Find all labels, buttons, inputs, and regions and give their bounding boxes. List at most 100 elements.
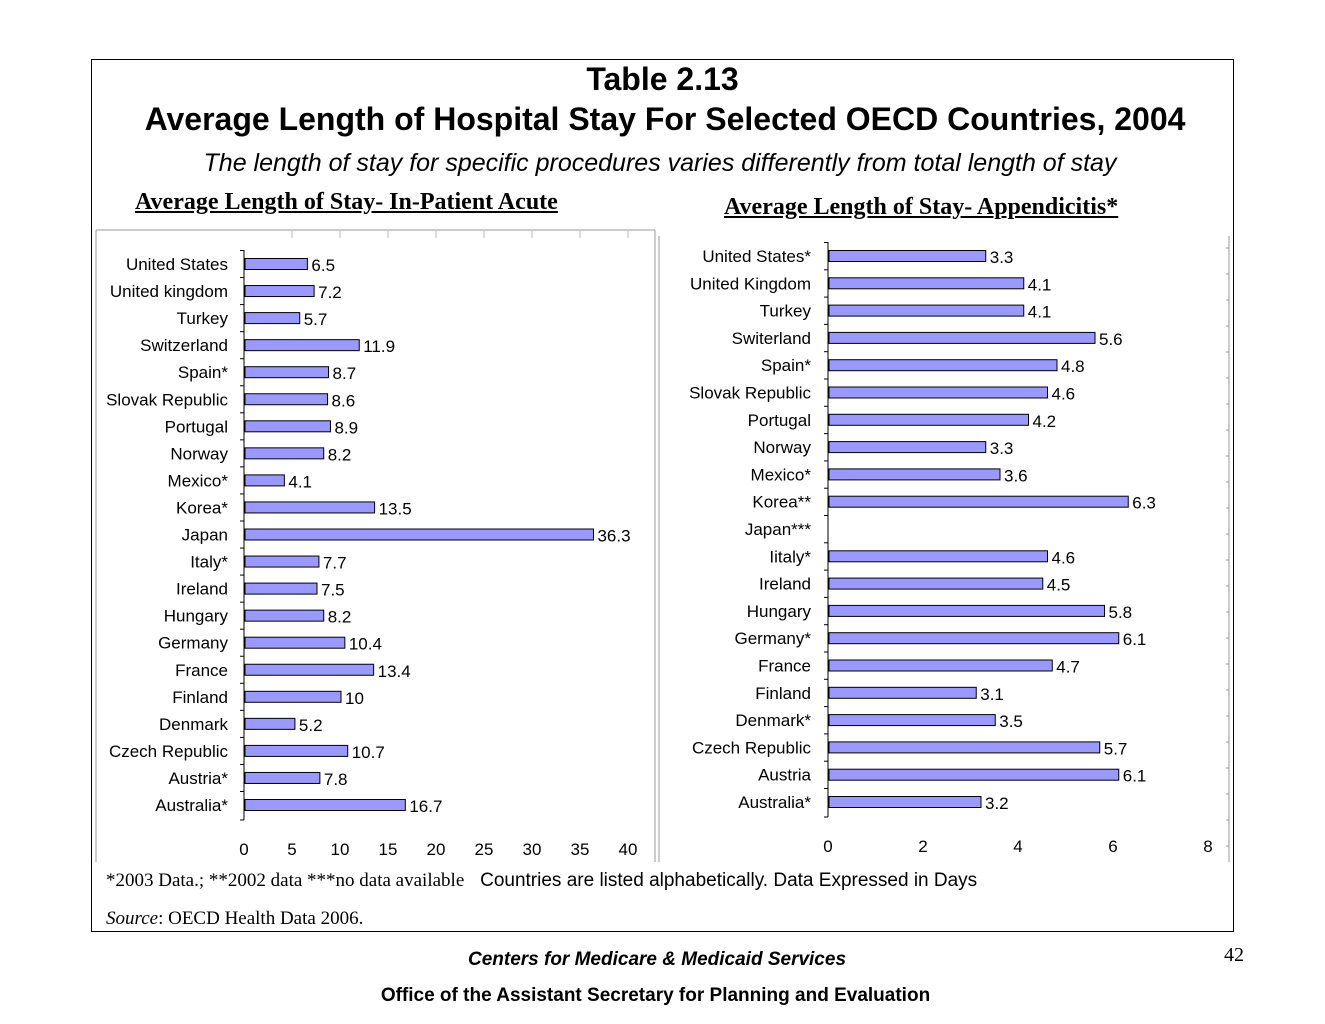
left-x-tick-label: 35 xyxy=(571,840,590,859)
left-chart-title: Average Length of Stay- In-Patient Acute xyxy=(135,189,558,215)
right-category-label: Turkey xyxy=(760,302,812,321)
right-bar xyxy=(828,331,1096,344)
left-category-label: Hungary xyxy=(164,607,229,626)
right-bar xyxy=(828,359,1058,372)
left-bar-value-label: 7.8 xyxy=(324,770,348,789)
right-category-label: Korea** xyxy=(752,493,811,512)
left-bar-value-label: 7.5 xyxy=(321,581,345,600)
page-title: Average Length of Hospital Stay For Sele… xyxy=(144,101,1186,137)
left-category-label: Ireland xyxy=(176,580,228,599)
right-x-tick-label: 0 xyxy=(823,837,832,856)
left-category-label: Denmark xyxy=(159,715,228,734)
right-bar xyxy=(828,386,1048,399)
left-bar xyxy=(244,420,331,433)
left-bar xyxy=(244,771,321,784)
left-category-label: Australia* xyxy=(155,796,228,815)
left-category-label: Spain* xyxy=(178,363,228,382)
right-bar xyxy=(828,741,1101,754)
left-category-label: Japan xyxy=(182,526,228,545)
left-category-label: Czech Republic xyxy=(109,742,229,761)
data-footnotes: *2003 Data.; **2002 data ***no data avai… xyxy=(106,870,465,891)
left-bar xyxy=(244,744,349,757)
right-bar-value-label: 3.6 xyxy=(1004,466,1028,485)
left-category-label: Germany xyxy=(158,634,228,653)
left-bar-value-label: 8.2 xyxy=(328,445,352,464)
left-bar xyxy=(244,474,285,487)
left-bar xyxy=(244,258,308,270)
left-bar-value-label: 10 xyxy=(345,689,364,708)
left-category-label: Italy* xyxy=(190,553,228,572)
left-bar-value-label: 5.7 xyxy=(304,310,328,329)
left-x-tick-label: 20 xyxy=(427,840,446,859)
left-category-label: Austria* xyxy=(168,769,228,788)
left-x-tick-label: 0 xyxy=(239,840,248,859)
right-bar-value-label: 4.6 xyxy=(1052,548,1076,567)
right-category-label: Finland xyxy=(755,684,811,703)
left-bar-value-label: 10.7 xyxy=(352,743,385,762)
left-category-label: Switzerland xyxy=(140,336,228,355)
right-bar xyxy=(828,304,1025,317)
right-category-label: United States* xyxy=(702,247,811,266)
left-bar-value-label: 16.7 xyxy=(409,797,442,816)
right-category-label: Mexico* xyxy=(751,465,812,484)
right-bar xyxy=(828,604,1105,617)
right-bar xyxy=(828,413,1029,426)
page-number: 42 xyxy=(1224,944,1244,966)
left-category-label: Norway xyxy=(170,444,228,463)
left-bar xyxy=(244,717,296,730)
right-bar-value-label: 4.1 xyxy=(1028,303,1052,322)
left-category-label: Korea* xyxy=(176,498,228,517)
left-bar xyxy=(244,339,360,352)
right-bar xyxy=(828,550,1048,563)
right-bar-value-label: 3.2 xyxy=(985,794,1009,813)
left-x-tick-label: 15 xyxy=(379,840,398,859)
left-bar-value-label: 36.3 xyxy=(597,527,630,546)
right-bar xyxy=(828,468,1001,481)
right-bar xyxy=(828,768,1120,781)
right-bar xyxy=(828,441,987,454)
left-bar xyxy=(244,312,301,325)
footer-agency: Centers for Medicare & Medicaid Services xyxy=(467,949,847,970)
right-bar-value-label: 6.1 xyxy=(1123,630,1147,649)
right-category-label: Slovak Republic xyxy=(689,384,811,403)
right-category-label: Czech Republic xyxy=(692,738,812,757)
right-bar-value-label: 6.1 xyxy=(1123,767,1147,786)
right-bar xyxy=(828,277,1025,290)
right-chart-title: Average Length of Stay- Appendicitis* xyxy=(724,194,1119,220)
listing-note: Countries are listed alphabetically. Dat… xyxy=(480,870,978,891)
left-bar-value-label: 7.7 xyxy=(323,554,347,573)
left-x-tick-label: 10 xyxy=(331,840,350,859)
right-category-label: Japan*** xyxy=(745,520,812,539)
right-bar xyxy=(828,577,1044,590)
right-x-tick-label: 6 xyxy=(1108,837,1117,856)
left-bar-value-label: 13.5 xyxy=(379,499,412,518)
right-bar-value-label: 4.8 xyxy=(1061,357,1085,376)
left-bar-value-label: 8.2 xyxy=(328,608,352,627)
right-category-label: Ireland xyxy=(759,575,811,594)
source-text: : OECD Health Data 2006. xyxy=(158,908,364,929)
right-category-label: Portugal xyxy=(748,411,811,430)
right-category-label: Iitaly* xyxy=(769,547,811,566)
left-bar-value-label: 5.2 xyxy=(299,716,323,735)
left-bar xyxy=(244,447,325,460)
right-x-tick-label: 4 xyxy=(1013,837,1022,856)
right-bar-value-label: 3.5 xyxy=(999,712,1023,731)
right-bar-value-label: 6.3 xyxy=(1132,494,1156,513)
left-x-tick-label: 30 xyxy=(523,840,542,859)
left-bar xyxy=(244,285,315,298)
right-x-tick-label: 8 xyxy=(1203,837,1212,856)
left-bar xyxy=(244,555,320,568)
right-bar xyxy=(828,495,1129,508)
right-x-tick-label: 2 xyxy=(918,837,927,856)
left-bar xyxy=(244,690,342,703)
right-bar-value-label: 3.3 xyxy=(990,439,1014,458)
left-bar xyxy=(244,528,594,541)
left-bar-value-label: 13.4 xyxy=(378,662,411,681)
right-bar xyxy=(828,714,996,727)
right-category-label: Austria xyxy=(758,766,811,785)
right-bar-value-label: 3.1 xyxy=(980,685,1004,704)
right-bar xyxy=(828,686,977,699)
data-notes: *2003 Data.; **2002 data ***no data avai… xyxy=(106,870,977,892)
right-bar xyxy=(828,632,1120,645)
